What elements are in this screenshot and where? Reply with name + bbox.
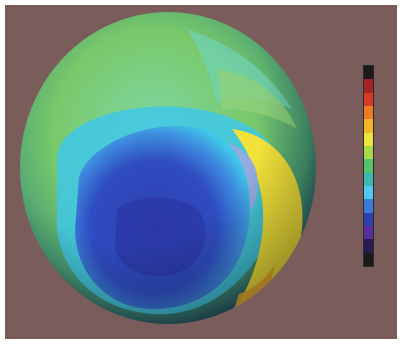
color-scale-segment	[364, 105, 373, 120]
color-scale-segment	[364, 119, 373, 133]
color-scale-segment	[364, 132, 373, 146]
color-scale-segment	[364, 252, 373, 266]
color-scale-segment	[364, 66, 373, 80]
color-scale-segment	[364, 79, 373, 93]
ozone-globe-image	[20, 12, 316, 324]
color-scale-bar	[363, 65, 374, 267]
color-scale-segment	[364, 92, 373, 106]
color-scale-segment	[364, 239, 373, 253]
image-frame	[5, 5, 397, 339]
color-scale-segment	[364, 225, 373, 240]
color-scale-segment	[364, 199, 373, 213]
color-scale-segment	[364, 172, 373, 186]
color-scale-segment	[364, 145, 373, 160]
color-scale-segment	[364, 159, 373, 173]
color-scale-segment	[364, 212, 373, 226]
color-scale-segment	[364, 185, 373, 200]
